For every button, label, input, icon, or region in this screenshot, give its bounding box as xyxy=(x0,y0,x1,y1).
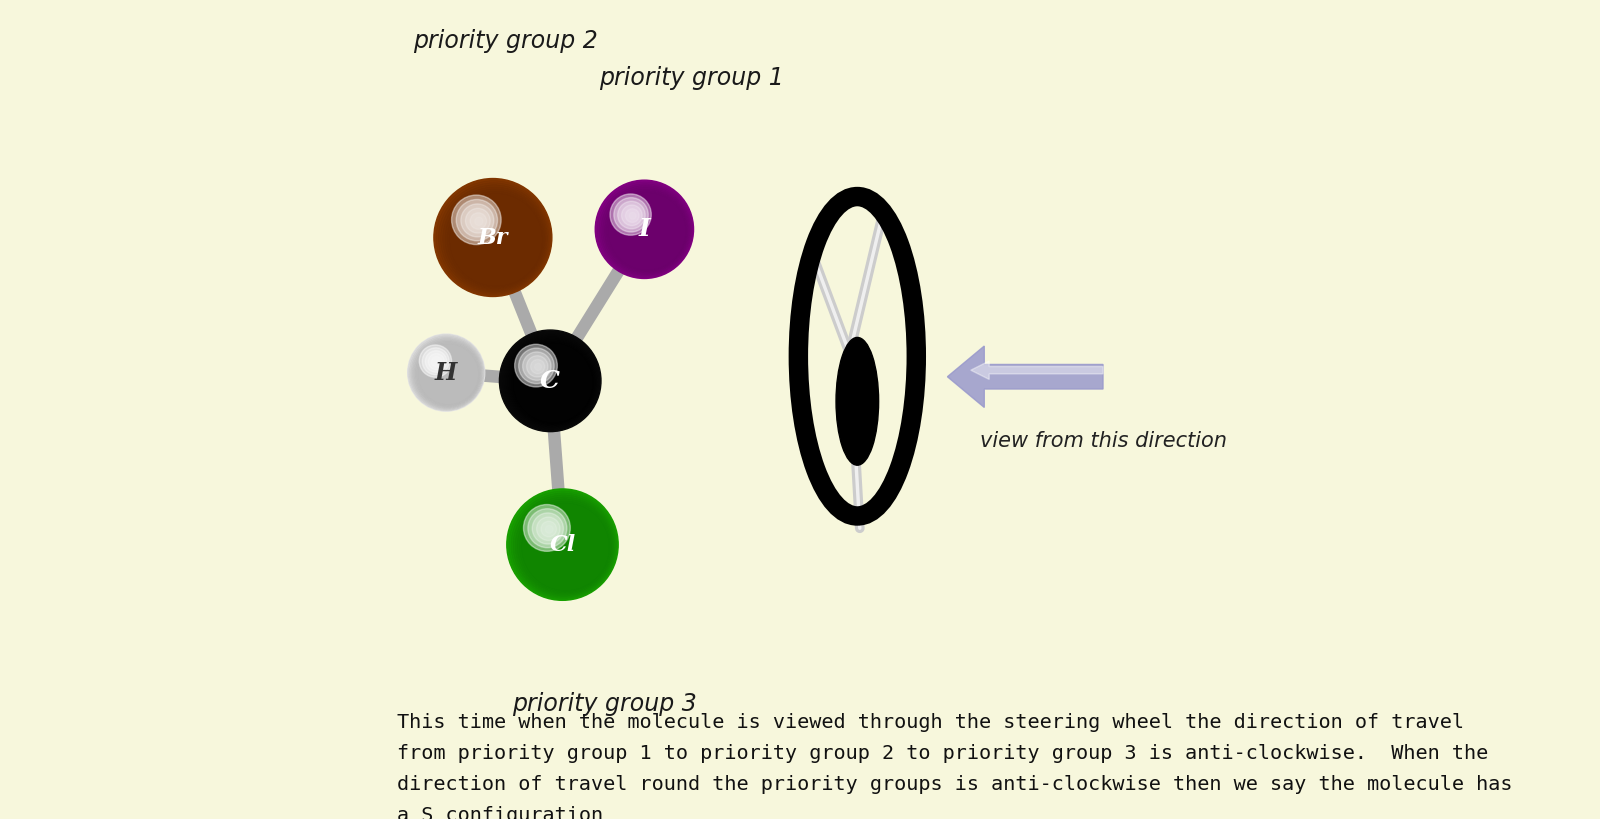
Text: priority group 3: priority group 3 xyxy=(512,692,696,716)
Circle shape xyxy=(546,526,554,533)
Text: This time when the molecule is viewed through the steering wheel the direction o: This time when the molecule is viewed th… xyxy=(397,713,1464,731)
Circle shape xyxy=(523,505,570,551)
Circle shape xyxy=(515,344,557,387)
Circle shape xyxy=(408,334,485,411)
Text: Cl: Cl xyxy=(549,534,576,555)
Text: from priority group 1 to priority group 2 to priority group 3 is anti-clockwise.: from priority group 1 to priority group … xyxy=(397,744,1488,762)
Circle shape xyxy=(523,352,550,380)
Circle shape xyxy=(629,212,637,219)
Circle shape xyxy=(626,209,638,223)
Text: C: C xyxy=(541,369,560,393)
FancyArrow shape xyxy=(971,361,1102,379)
Circle shape xyxy=(610,194,651,235)
Circle shape xyxy=(475,217,483,225)
Circle shape xyxy=(451,195,501,245)
Text: a S configuration: a S configuration xyxy=(397,806,603,819)
Circle shape xyxy=(518,348,554,383)
Circle shape xyxy=(618,201,645,229)
Circle shape xyxy=(456,200,498,241)
Circle shape xyxy=(541,521,557,536)
Circle shape xyxy=(531,360,544,373)
Circle shape xyxy=(534,364,542,370)
Circle shape xyxy=(528,509,566,548)
Text: priority group 2: priority group 2 xyxy=(413,29,598,52)
FancyArrow shape xyxy=(947,346,1102,407)
Circle shape xyxy=(621,205,642,225)
Text: view from this direction: view from this direction xyxy=(981,431,1227,450)
Circle shape xyxy=(422,348,450,375)
Circle shape xyxy=(533,513,563,544)
Circle shape xyxy=(536,517,560,541)
Ellipse shape xyxy=(837,337,878,465)
Circle shape xyxy=(466,208,490,233)
Text: Br: Br xyxy=(478,227,509,248)
Text: H: H xyxy=(435,360,458,385)
Circle shape xyxy=(595,180,693,278)
Circle shape xyxy=(499,330,602,432)
Text: I: I xyxy=(638,217,650,242)
Circle shape xyxy=(419,345,451,378)
Circle shape xyxy=(432,356,442,367)
Circle shape xyxy=(507,489,618,600)
Circle shape xyxy=(434,179,552,296)
Circle shape xyxy=(470,213,486,229)
Circle shape xyxy=(614,197,648,232)
Circle shape xyxy=(429,354,445,369)
Circle shape xyxy=(426,351,446,373)
Text: direction of travel round the priority groups is anti-clockwise then we say the : direction of travel round the priority g… xyxy=(397,775,1512,794)
Circle shape xyxy=(461,204,494,237)
Circle shape xyxy=(434,360,440,364)
Text: priority group 1: priority group 1 xyxy=(600,66,784,89)
Circle shape xyxy=(526,355,547,377)
